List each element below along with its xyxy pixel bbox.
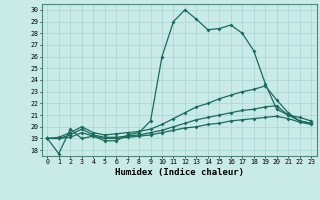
X-axis label: Humidex (Indice chaleur): Humidex (Indice chaleur) xyxy=(115,168,244,177)
